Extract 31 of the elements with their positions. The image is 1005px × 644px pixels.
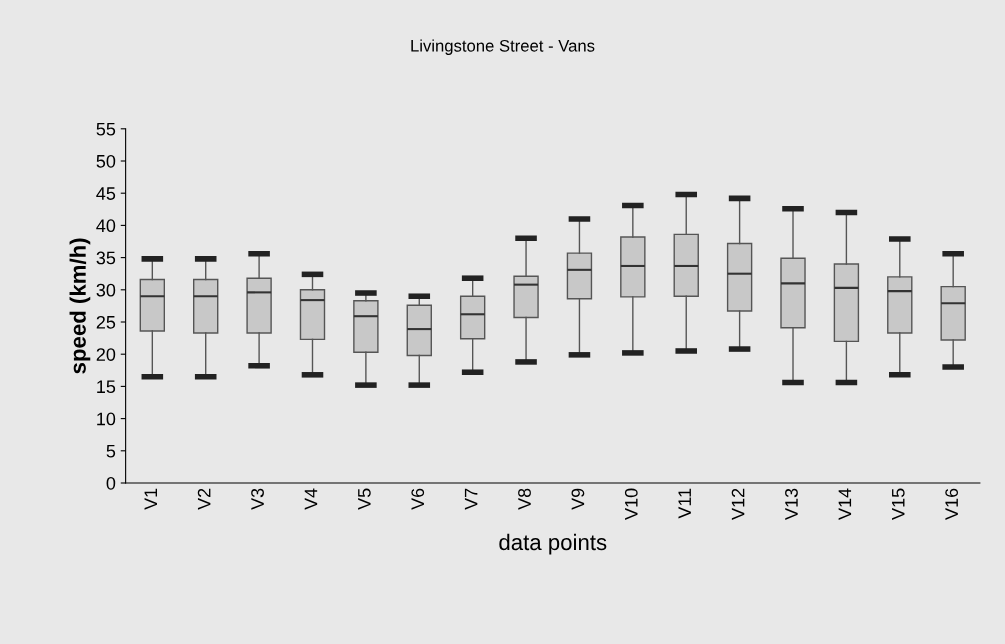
- y-axis-title: speed (km/h): [69, 238, 91, 374]
- y-tick-label: 40: [96, 219, 116, 233]
- x-tick-label: V11: [678, 488, 691, 519]
- y-tick-label: 45: [96, 187, 116, 200]
- x-axis-title: data points: [499, 533, 607, 555]
- x-tick-label: V5: [358, 488, 371, 510]
- x-tick-label: V13: [785, 488, 798, 520]
- x-tick-label: V2: [197, 488, 211, 510]
- y-tick-label: 20: [96, 348, 116, 361]
- x-tick-label: V14: [838, 488, 852, 520]
- y-tick-label: 15: [97, 380, 116, 394]
- x-tick-label: V10: [624, 488, 638, 520]
- x-tick-label: V9: [571, 488, 585, 510]
- chart-title: Livingstone Street - Vans: [411, 39, 595, 55]
- x-tick-label: V1: [144, 488, 157, 510]
- x-tick-label: V8: [518, 488, 531, 510]
- x-tick-label: V15: [892, 488, 905, 520]
- y-tick-label: 35: [96, 251, 116, 265]
- x-tick-label: V6: [411, 488, 425, 510]
- x-tick-label: V12: [731, 488, 745, 520]
- y-tick-label: 55: [96, 122, 116, 136]
- x-tick-label: V7: [464, 488, 478, 510]
- x-tick-label: V4: [304, 488, 318, 510]
- y-tick-label: 30: [96, 283, 116, 297]
- x-tick-label: V3: [251, 488, 264, 510]
- y-tick-label: 0: [106, 476, 116, 490]
- y-tick-label: 25: [96, 315, 116, 329]
- y-tick-label: 5: [106, 444, 116, 458]
- y-tick-label: 10: [97, 412, 116, 426]
- y-tick-label: 50: [96, 154, 116, 168]
- x-tick-label: V16: [945, 488, 959, 520]
